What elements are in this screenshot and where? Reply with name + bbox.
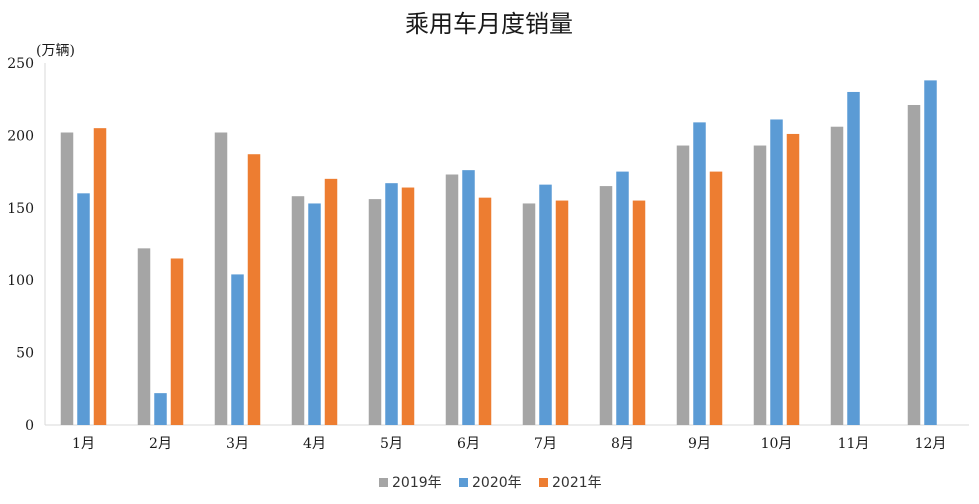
y-tick-label: 200	[7, 128, 34, 144]
bar	[401, 187, 415, 425]
bar	[522, 203, 536, 425]
bar	[616, 171, 629, 425]
x-tick-label: 1月	[72, 436, 95, 452]
bar	[231, 274, 244, 425]
bar	[709, 171, 723, 425]
bar	[368, 199, 382, 425]
legend-label: 2020年	[472, 475, 522, 491]
y-axis-unit-label: (万辆)	[36, 43, 75, 59]
x-tick-label: 3月	[226, 436, 249, 452]
bar	[77, 193, 90, 425]
bar	[170, 258, 184, 425]
legend-swatch	[459, 478, 468, 487]
bar	[60, 132, 74, 425]
bar	[676, 145, 690, 426]
x-tick-label: 8月	[611, 436, 634, 452]
bar	[214, 132, 228, 425]
bar	[324, 178, 338, 425]
x-axis-ticks: 1月 2月 3月 4月 5月 6月 7月 8月 9月 10月 11月 12月	[72, 436, 946, 452]
bar	[786, 133, 800, 425]
bar	[693, 122, 706, 426]
bar	[93, 128, 107, 425]
x-tick-label: 6月	[457, 436, 480, 452]
x-tick-label: 2月	[149, 436, 172, 452]
legend-swatch	[539, 478, 548, 487]
bar	[291, 196, 305, 425]
bar	[247, 154, 261, 425]
bar	[445, 174, 459, 425]
legend-label: 2021年	[552, 475, 602, 491]
bar	[478, 197, 492, 425]
bar	[830, 126, 844, 426]
x-tick-label: 5月	[380, 436, 403, 452]
bar	[924, 80, 937, 425]
y-tick-label: 100	[7, 273, 34, 289]
x-tick-label: 9月	[688, 436, 711, 452]
chart-title: 乘用车月度销量	[405, 10, 573, 38]
bar	[753, 145, 767, 426]
y-axis-ticks: 0 50 100 150 200 250	[7, 56, 34, 434]
bar	[847, 91, 860, 426]
bar	[907, 104, 921, 426]
legend-label: 2019年	[392, 475, 442, 491]
bar	[555, 200, 569, 425]
x-tick-label: 10月	[761, 436, 793, 452]
x-tick-label: 11月	[838, 436, 870, 452]
bar	[599, 186, 613, 425]
y-tick-label: 250	[7, 56, 34, 72]
bar	[308, 203, 321, 425]
bar	[154, 393, 167, 425]
y-tick-label: 150	[7, 201, 34, 217]
bar-series-group	[60, 80, 937, 426]
x-tick-label: 7月	[534, 436, 557, 452]
x-tick-label: 12月	[915, 436, 947, 452]
y-tick-label: 50	[16, 346, 34, 362]
bar	[632, 200, 646, 425]
bar	[385, 183, 398, 425]
bar	[462, 170, 475, 425]
legend-swatch	[379, 478, 388, 487]
bar	[137, 248, 151, 425]
x-tick-label: 4月	[303, 436, 326, 452]
bar	[770, 119, 783, 425]
bar	[539, 184, 552, 425]
legend: 2019年 2020年 2021年	[379, 475, 602, 491]
y-tick-label: 0	[25, 418, 34, 434]
